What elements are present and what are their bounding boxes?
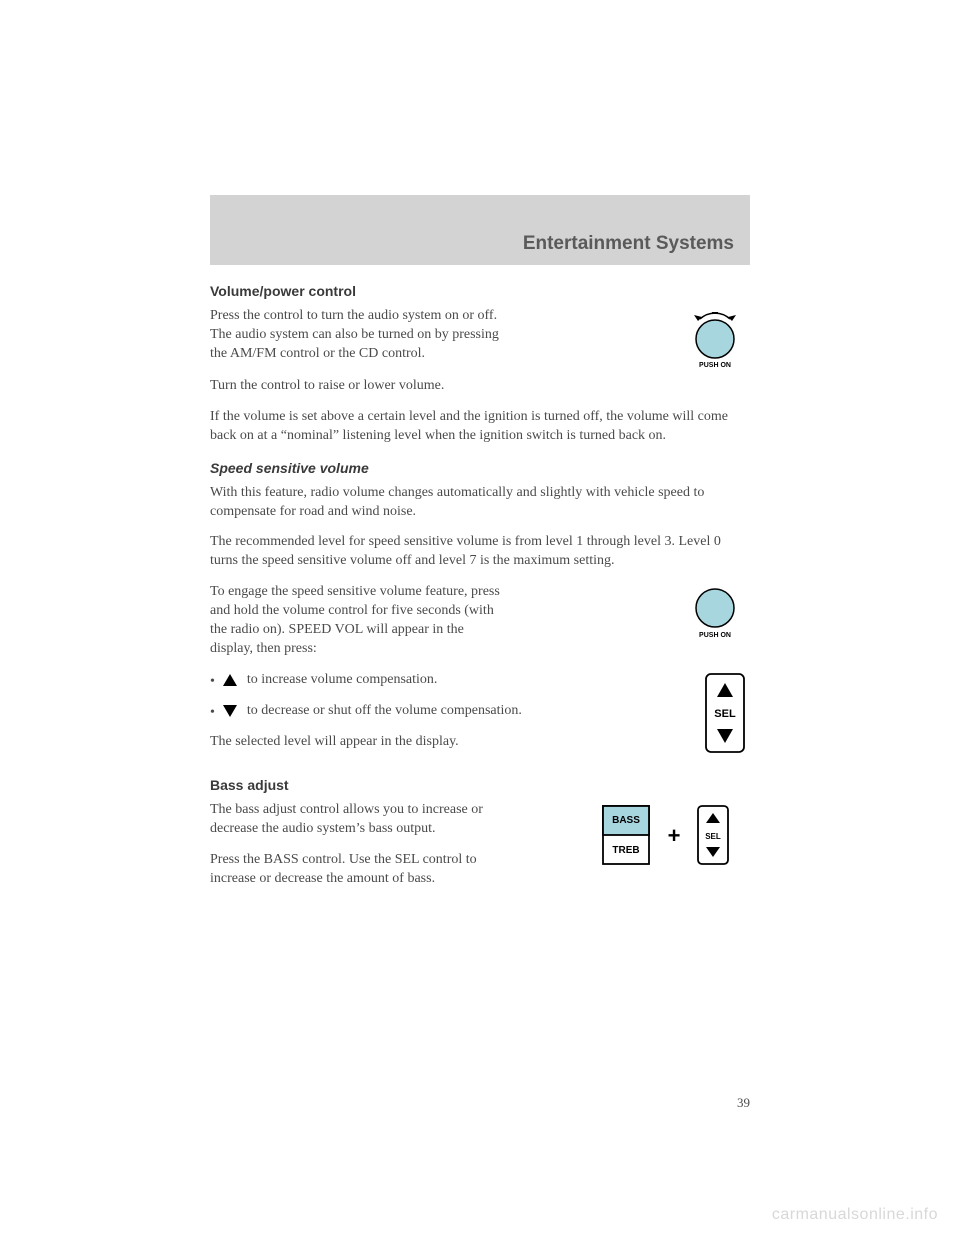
volume-p3: If the volume is set above a certain lev…	[210, 408, 750, 446]
bass-p2: Press the BASS control. Use the SEL cont…	[210, 851, 510, 889]
bass-label: BASS	[612, 815, 640, 826]
push-on-label-2: PUSH ON	[699, 632, 731, 639]
treb-label: TREB	[612, 845, 639, 856]
page-content: Entertainment Systems Volume/power contr…	[210, 195, 750, 901]
bullet-increase: • to increase volume compensation.	[210, 671, 680, 692]
bullet-increase-text: to increase volume compensation.	[247, 671, 438, 690]
bass-row: The bass adjust control allows you to in…	[210, 801, 750, 901]
speed-p2: The recommended level for speed sensitiv…	[210, 533, 750, 571]
volume-row: Press the control to turn the audio syst…	[210, 307, 750, 377]
section-title-speed: Speed sensitive volume	[210, 460, 750, 476]
triangle-up-icon	[223, 674, 237, 686]
bullet-decrease-text: to decrease or shut off the volume compe…	[247, 702, 522, 721]
volume-p1: Press the control to turn the audio syst…	[210, 307, 510, 364]
push-on-label: PUSH ON	[699, 362, 731, 369]
speed-bullets: • to increase volume compensation. • to …	[210, 671, 680, 723]
sel-label-2: SEL	[705, 832, 721, 841]
speed-p3: To engage the speed sensitive volume fea…	[210, 583, 510, 659]
bullets-row: • to increase volume compensation. • to …	[210, 671, 750, 764]
volume-knob-icon: PUSH ON	[680, 307, 750, 377]
bullet-dot-icon: •	[210, 673, 215, 692]
watermark: carmanualsonline.info	[772, 1206, 938, 1224]
sel-button-icon: SEL	[700, 671, 750, 756]
bullet-dot-icon: •	[210, 704, 215, 723]
speed-p4: The selected level will appear in the di…	[210, 733, 510, 752]
section-title-volume: Volume/power control	[210, 283, 750, 299]
triangle-down-icon	[223, 705, 237, 717]
chapter-title: Entertainment Systems	[523, 233, 734, 255]
plus-icon: +	[668, 823, 681, 848]
bullet-decrease: • to decrease or shut off the volume com…	[210, 702, 680, 723]
speed-knob-icon: PUSH ON	[680, 583, 750, 643]
page-number: 39	[737, 1095, 750, 1111]
bass-control-icon: BASS TREB + SEL	[600, 801, 750, 871]
volume-p2: Turn the control to raise or lower volum…	[210, 377, 750, 396]
speed-row: To engage the speed sensitive volume fea…	[210, 583, 750, 671]
speed-p1: With this feature, radio volume changes …	[210, 484, 750, 522]
bass-p1: The bass adjust control allows you to in…	[210, 801, 510, 839]
header-bar: Entertainment Systems	[210, 195, 750, 265]
sel-label: SEL	[714, 708, 736, 720]
section-title-bass: Bass adjust	[210, 777, 750, 793]
